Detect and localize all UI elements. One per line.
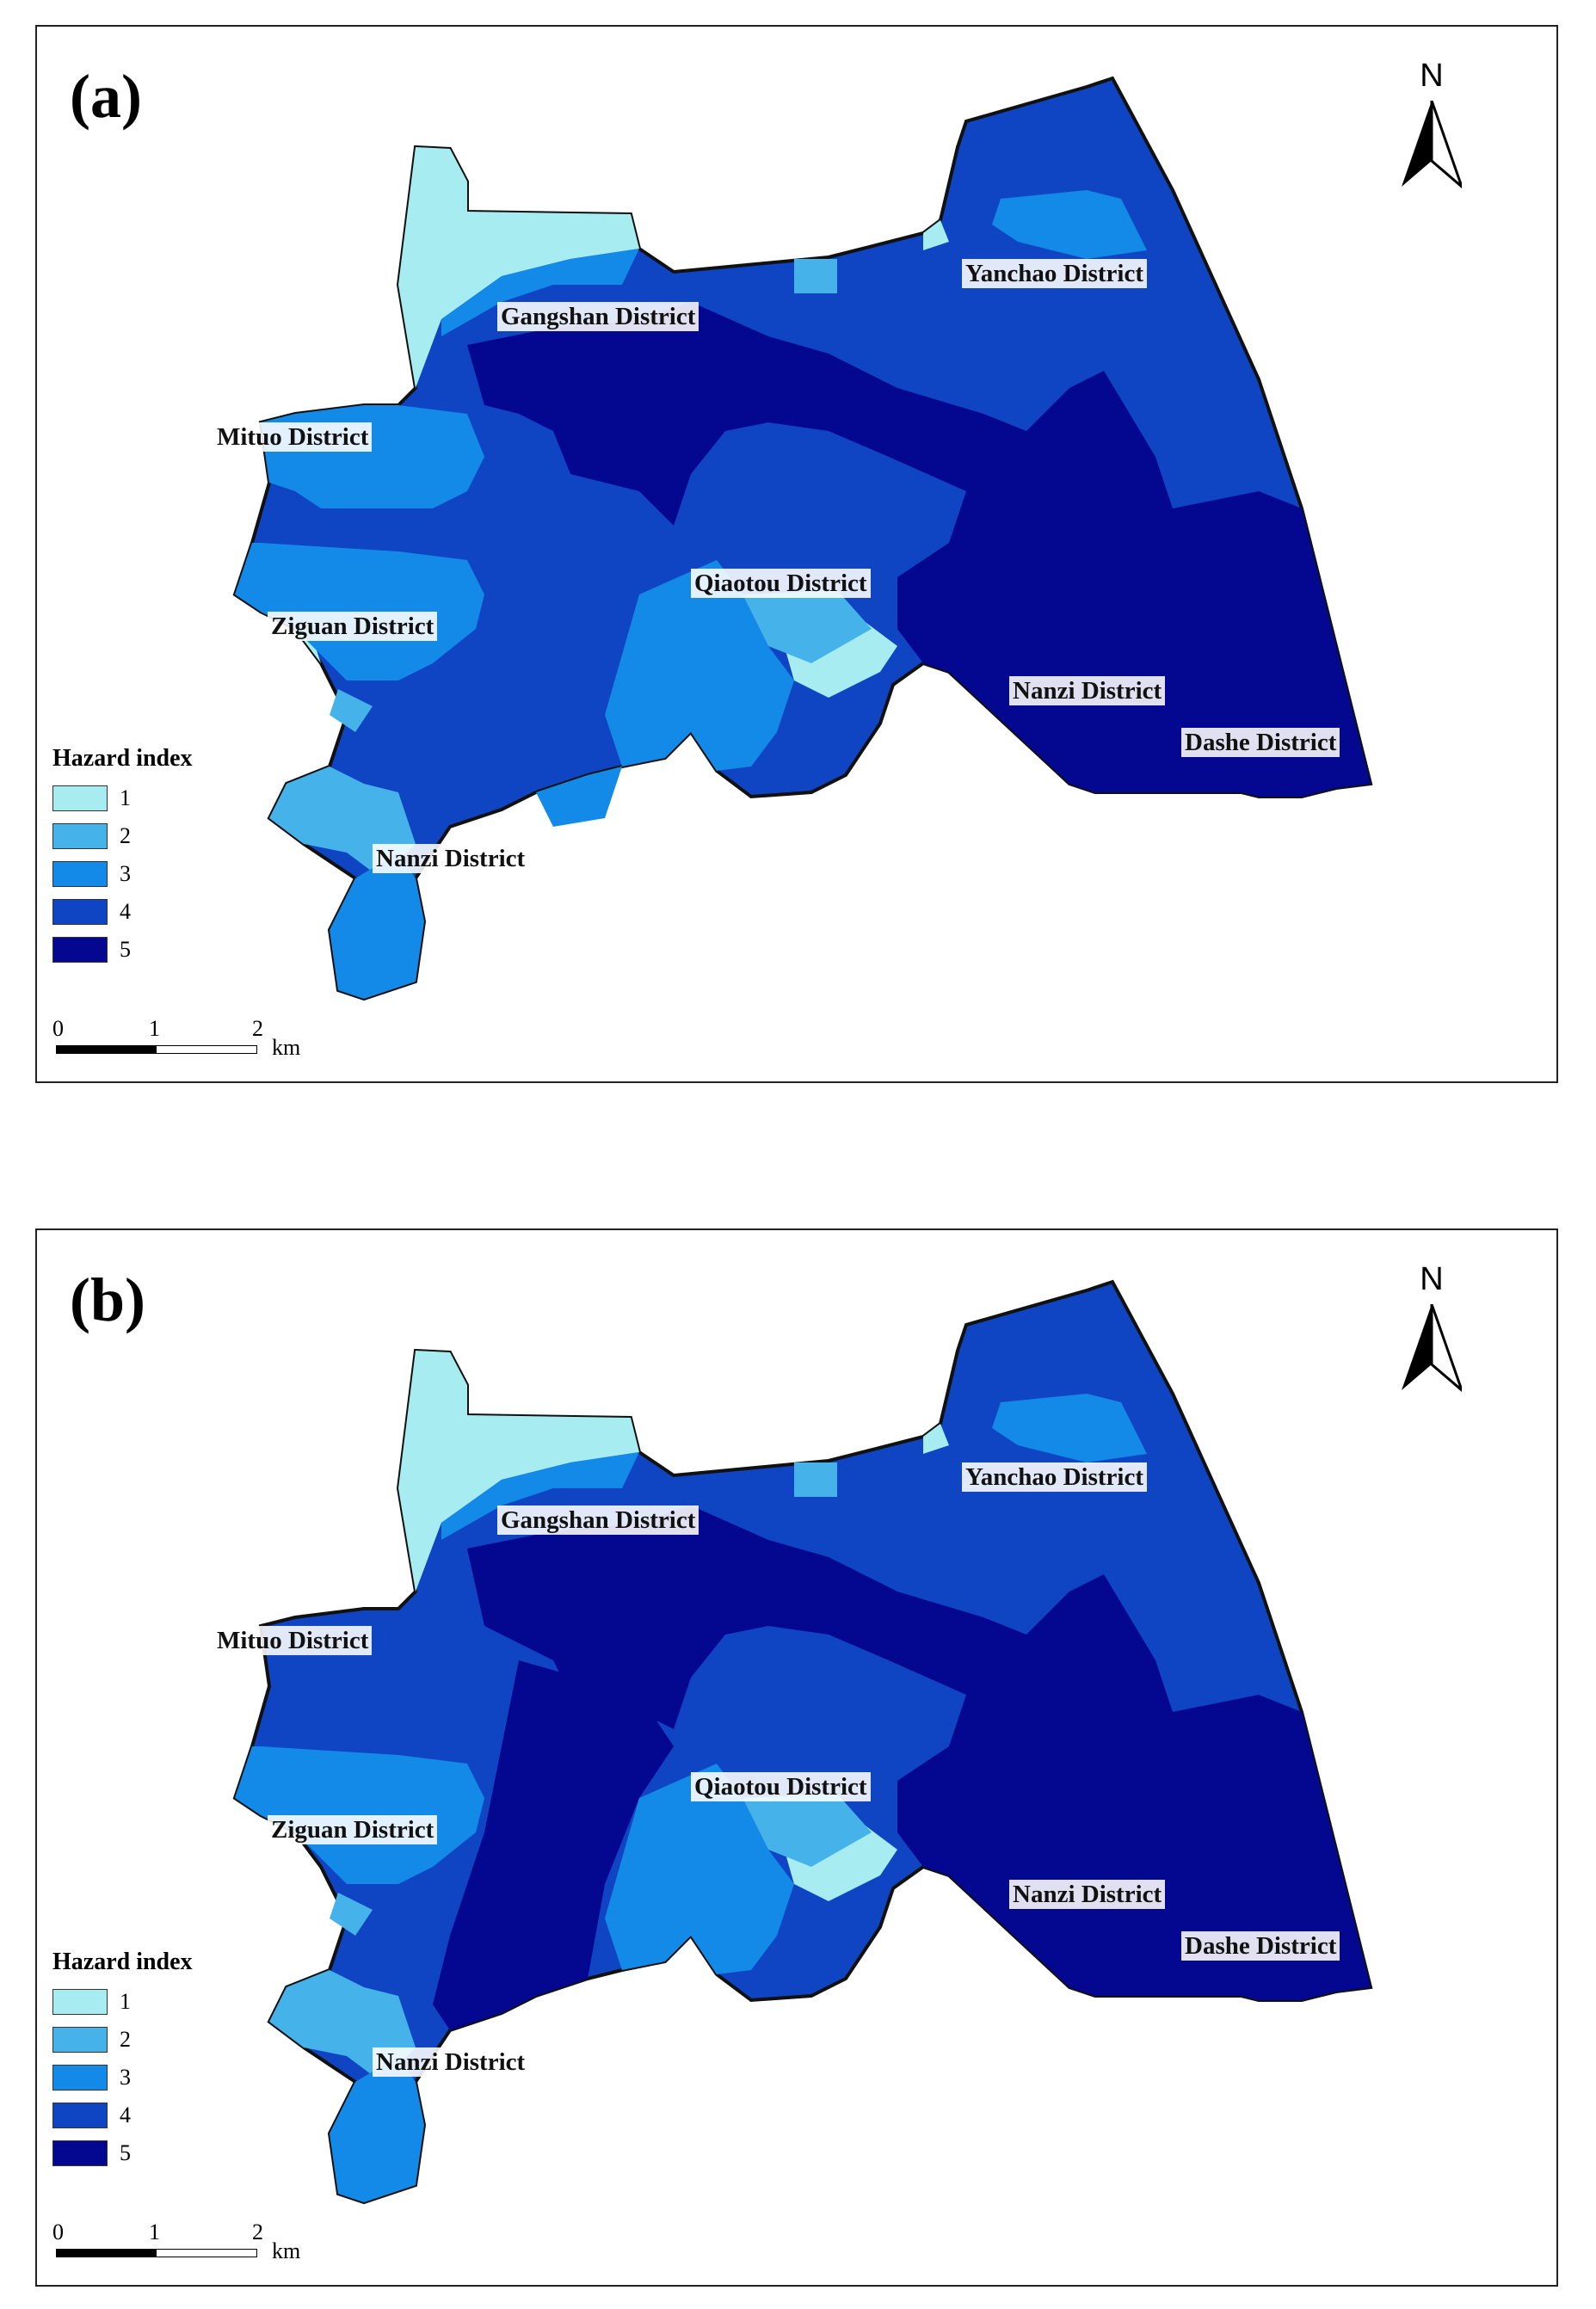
scale-segment — [156, 2249, 257, 2257]
district-label-gangshan: Gangshan District — [497, 1505, 699, 1535]
hazard-zone-3 — [605, 1764, 794, 1974]
legend-label: 3 — [120, 2065, 131, 2090]
district-label-dashe: Dashe District — [1181, 728, 1340, 757]
scale-bar: 0 1 2 km — [52, 1016, 319, 1068]
hazard-zone-3 — [536, 767, 622, 827]
scale-tick: 0 — [52, 1016, 64, 1041]
scale-tick: 1 — [149, 2220, 160, 2244]
legend-label: 1 — [120, 1989, 131, 2014]
district-label-yanchao: Yanchao District — [962, 259, 1148, 288]
legend-swatch — [52, 937, 108, 963]
district-label-mituo: Mituo District — [213, 1626, 373, 1655]
hazard-zone-3 — [330, 2056, 424, 2202]
hazard-zone-2 — [743, 1794, 872, 1867]
legend-label: 3 — [120, 861, 131, 886]
legend-swatch — [52, 2065, 108, 2090]
legend-item: 4 — [52, 2097, 233, 2134]
panel-label-a: (a) — [70, 62, 142, 131]
district-label-dashe: Dashe District — [1181, 1931, 1340, 1961]
legend-item: 2 — [52, 2021, 233, 2059]
hazard-zone-3 — [992, 1394, 1147, 1462]
district-label-ziguan: Ziguan District — [268, 1815, 438, 1844]
north-letter: N — [1420, 1261, 1444, 1297]
legend-label: 1 — [120, 785, 131, 810]
hazard-zone-2 — [794, 1462, 837, 1497]
hazard-zone-1 — [398, 1351, 639, 1592]
hazard-zone-1 — [923, 220, 949, 250]
legend-label: 5 — [120, 2140, 131, 2165]
hazard-zone-3 — [992, 190, 1147, 259]
scale-unit: km — [272, 2238, 301, 2263]
scale-segment — [56, 2249, 156, 2257]
north-arrow-icon — [1402, 101, 1462, 188]
legend-label: 2 — [120, 823, 131, 848]
hazard-zone-1 — [923, 1424, 949, 1454]
legend-label: 2 — [120, 2027, 131, 2052]
hazard-map-b — [232, 1279, 1373, 2205]
north-arrow-icon — [1402, 1304, 1462, 1392]
map-panel-a: (a) N Gangshan District Yanchao District… — [35, 25, 1558, 1083]
panel-label-b: (b) — [70, 1265, 145, 1334]
hazard-map-a — [232, 76, 1373, 1001]
scale-tick: 2 — [252, 1016, 263, 1041]
hazard-zone-5 — [467, 1505, 1371, 2000]
legend-item: 3 — [52, 2059, 233, 2097]
scale-unit: km — [272, 1035, 301, 1060]
legend-item: 2 — [52, 817, 233, 855]
hazard-zone-3 — [330, 853, 424, 999]
hazard-zone-3 — [441, 1452, 639, 1540]
legend-item: 4 — [52, 893, 233, 931]
hazard-zone-5 — [467, 302, 1371, 797]
legend-swatch — [52, 2027, 108, 2053]
legend-label: 5 — [120, 937, 131, 962]
legend-swatch — [52, 861, 108, 887]
legend-item: 3 — [52, 855, 233, 893]
district-label-qiaotou: Qiaotou District — [691, 1772, 871, 1801]
legend-item: 1 — [52, 1983, 233, 2021]
north-arrow: N — [1402, 58, 1462, 230]
district-label-nanzi-west: Nanzi District — [373, 2047, 529, 2077]
legend: Hazard index 1 2 3 4 5 — [52, 745, 233, 969]
legend-item: 5 — [52, 2134, 233, 2172]
legend-swatch — [52, 1989, 108, 2015]
scale-segment — [56, 1045, 156, 1054]
legend-swatch — [52, 785, 108, 811]
legend-label: 4 — [120, 899, 131, 924]
district-label-qiaotou: Qiaotou District — [691, 569, 871, 598]
hazard-zone-2 — [794, 259, 837, 293]
scale-tick: 1 — [149, 1016, 160, 1041]
district-label-nanzi-west: Nanzi District — [373, 844, 529, 873]
district-label-yanchao: Yanchao District — [962, 1462, 1148, 1492]
map-panel-b: (b) N Gangshan District Yanchao District… — [35, 1228, 1558, 2287]
hazard-zone-2 — [330, 689, 373, 732]
hazard-zone-3 — [441, 249, 639, 336]
hazard-zone-3 — [605, 560, 794, 771]
legend-swatch — [52, 823, 108, 849]
district-label-nanzi-east: Nanzi District — [1009, 1880, 1166, 1909]
scale-bar: 0 1 2 km — [52, 2220, 319, 2271]
north-letter: N — [1420, 58, 1444, 94]
legend-swatch — [52, 2140, 108, 2166]
scale-tick: 0 — [52, 2220, 64, 2244]
scale-segment — [156, 1045, 257, 1054]
legend-item: 1 — [52, 779, 233, 817]
legend-item: 5 — [52, 931, 233, 969]
hazard-zone-2 — [743, 590, 872, 663]
scale-tick: 2 — [252, 2220, 263, 2244]
district-label-ziguan: Ziguan District — [268, 612, 438, 641]
legend-swatch — [52, 2103, 108, 2128]
north-arrow: N — [1402, 1261, 1462, 1433]
district-label-nanzi-east: Nanzi District — [1009, 676, 1166, 705]
hazard-zone-1 — [398, 147, 639, 388]
hazard-zone-5 — [433, 1660, 674, 2030]
legend-title: Hazard index — [52, 1949, 193, 1975]
legend-swatch — [52, 899, 108, 925]
district-label-mituo: Mituo District — [213, 422, 373, 452]
hazard-zone-2 — [330, 1893, 373, 1936]
district-label-gangshan: Gangshan District — [497, 302, 699, 331]
legend-label: 4 — [120, 2103, 131, 2127]
legend: Hazard index 1 2 3 4 5 — [52, 1949, 233, 2172]
legend-title: Hazard index — [52, 745, 193, 772]
